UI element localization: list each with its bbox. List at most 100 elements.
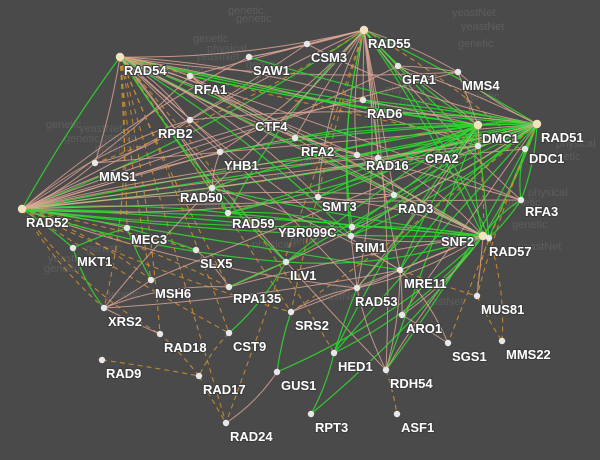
graph-edge-physical [189,75,358,156]
node-label-rad55: RAD55 [368,36,411,51]
graph-edge-physical [21,154,358,210]
graph-node-smt3[interactable] [314,193,322,201]
graph-edge-physical [401,314,449,344]
graph-node-saw1[interactable] [245,53,253,61]
graph-edge-physical [401,123,538,316]
graph-node-rad55[interactable] [359,25,369,35]
graph-node-mec3[interactable] [123,224,131,232]
node-label-dmc1: DMC1 [482,131,519,146]
graph-edge-coexpression [482,199,522,237]
node-label-csm3: CSM3 [311,50,347,65]
graph-node-dmc1[interactable] [473,120,483,130]
graph-node-cpa2[interactable] [474,142,482,150]
graph-node-mkt1[interactable] [69,244,77,252]
graph-node-rad3[interactable] [390,191,398,199]
graph-edge-physical [362,29,365,101]
graph-node-ilv1[interactable] [282,258,290,266]
graph-node-gus1[interactable] [273,368,281,376]
graph-edge-physical [21,208,358,289]
graph-node-sgs1[interactable] [444,339,452,347]
graph-node-rpa135[interactable] [225,283,233,291]
graph-node-aro1[interactable] [398,311,406,319]
node-layer[interactable] [17,25,542,427]
graph-node-rad54[interactable] [115,52,125,62]
watermark-text: genetic [86,243,122,255]
graph-node-ctf4[interactable] [291,134,299,142]
graph-edge-coexpression [488,199,522,239]
graph-edge-physical [189,111,538,125]
graph-edge-physical [356,124,479,289]
graph-node-rad59[interactable] [224,209,232,217]
graph-edge-physical [377,145,479,159]
graph-edge-coexpression [72,227,128,249]
graph-edge-physical [219,29,365,153]
graph-edge-coexpression [385,124,479,371]
node-label-ybr099c: YBR099C [278,225,337,240]
graph-node-rad6[interactable] [359,96,367,104]
graph-edge-coexpression [333,124,479,354]
watermark-text: genetic [464,91,500,103]
graph-node-srs2[interactable] [287,308,295,316]
graph-node-msh6[interactable] [147,276,155,284]
node-label-rim1: RIM1 [355,240,386,255]
graph-node-asf1[interactable] [393,410,401,418]
graph-node-cst9[interactable] [225,329,233,337]
graph-node-rad16[interactable] [374,154,382,162]
graph-node-mus81[interactable] [473,292,481,300]
graph-node-rfa3[interactable] [517,196,525,204]
graph-edge-coexpression [346,29,365,228]
graph-node-rad9[interactable] [98,356,106,364]
graph-node-mms22[interactable] [498,337,506,345]
graph-edge-physical [119,56,379,159]
graph-node-rad57[interactable] [485,234,493,242]
graph-node-rdh54[interactable] [382,366,390,374]
graph-node-xrs2[interactable] [100,304,108,312]
graph-node-mms1[interactable] [91,159,99,167]
node-label-cst9: CST9 [233,339,266,354]
watermark-text: physical [385,84,425,96]
graph-node-rad24[interactable] [222,419,230,427]
graph-node-csm3[interactable] [303,40,311,48]
graph-edge-genetic [101,359,200,377]
graph-node-rad51[interactable] [532,119,542,129]
graph-edge-physical [103,187,213,309]
graph-node-rpb2[interactable] [186,116,194,124]
graph-edge-physical [119,56,221,153]
graph-node-rfa1[interactable] [186,72,194,80]
graph-edge-coexpression [285,235,484,264]
graph-node-ddc1[interactable] [521,145,529,153]
graph-edge-physical [21,157,379,210]
graph-node-yhb1[interactable] [216,148,224,156]
graph-node-snf2[interactable] [478,231,488,241]
watermark-text: genetic [193,33,229,45]
graph-edge-coexpression [227,123,538,214]
node-label-mkt1: MKT1 [77,254,112,269]
graph-node-rad18[interactable] [156,330,164,338]
graph-node-rad17[interactable] [195,372,203,380]
graph-node-slx5[interactable] [192,246,200,254]
graph-node-rad52[interactable] [17,204,27,214]
graph-edge-genetic [119,56,227,424]
watermark-text: genetic [545,151,581,163]
node-label-rad50: RAD50 [180,190,223,205]
watermark-text: yeastNet [79,123,122,135]
graph-edge-physical [189,75,484,237]
graph-node-hed1[interactable] [330,349,338,357]
graph-node-mms4[interactable] [454,68,462,76]
node-label-hed1: HED1 [338,359,373,374]
graph-node-rad50[interactable] [208,184,216,192]
graph-edge-coexpression [519,148,526,201]
graph-node-rpt3[interactable] [307,410,315,418]
graph-node-mre11[interactable] [396,266,404,274]
graph-edge-physical [356,287,387,371]
graph-edge-genetic [399,269,478,297]
graph-node-gfa1[interactable] [394,62,402,70]
graph-node-rad53[interactable] [353,284,361,292]
graph-node-rim1[interactable] [347,232,355,240]
graph-node-ybr099c[interactable] [348,223,356,231]
graph-edge-genetic [119,56,335,354]
graph-node-rfa2[interactable] [353,151,361,159]
node-label-ilv1: ILV1 [290,268,317,283]
